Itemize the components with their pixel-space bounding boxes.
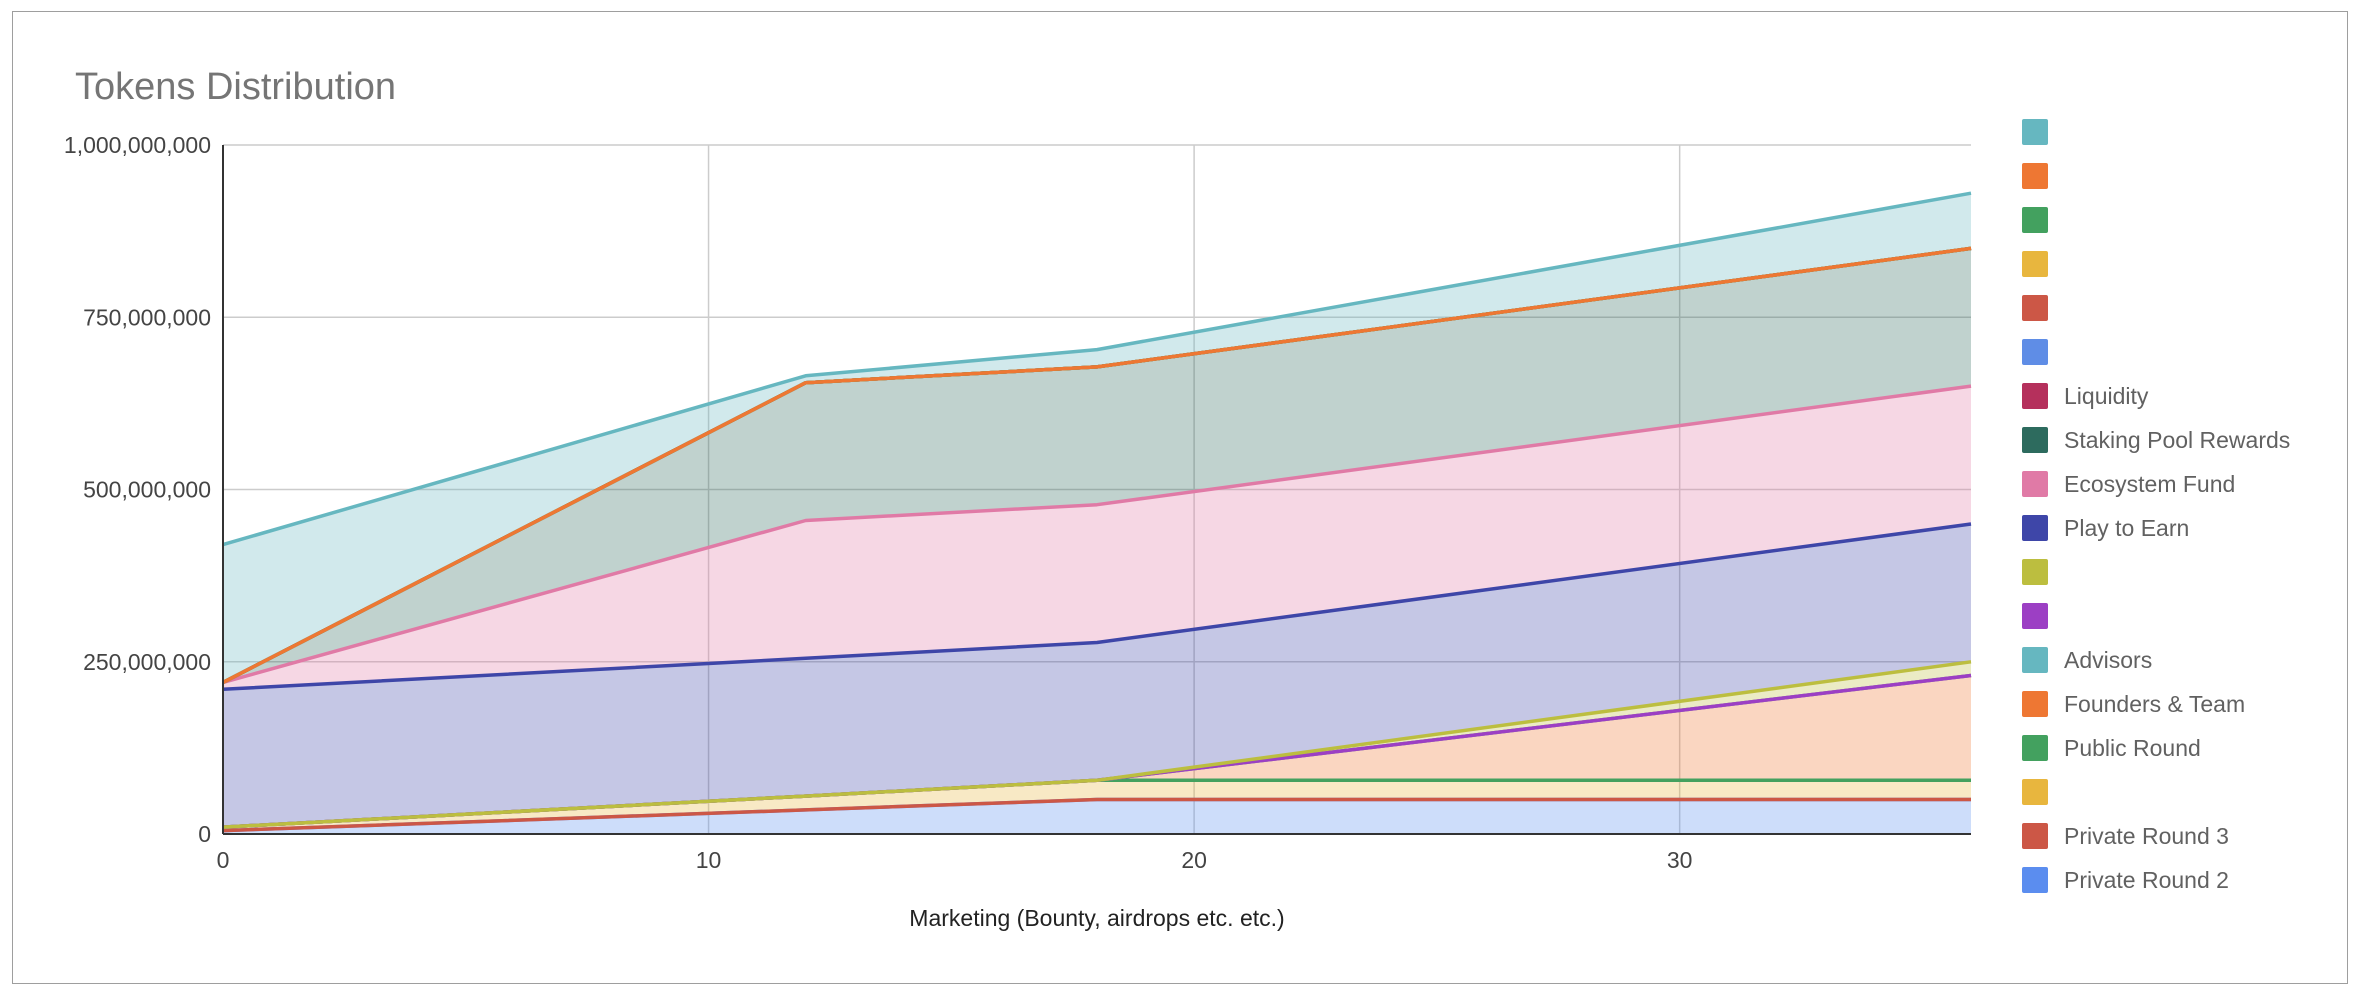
legend-swatch bbox=[2022, 427, 2048, 453]
x-tick-label: 0 bbox=[217, 847, 230, 873]
y-tick-label: 1,000,000,000 bbox=[64, 132, 211, 158]
legend-swatch bbox=[2022, 383, 2048, 409]
area-series-17 bbox=[223, 193, 1971, 683]
legend-label: Public Round bbox=[2064, 735, 2201, 761]
y-tick-label: 0 bbox=[198, 821, 211, 847]
y-tick-label: 750,000,000 bbox=[83, 304, 211, 330]
chart-title: Tokens Distribution bbox=[75, 66, 397, 108]
legend-swatch bbox=[2022, 119, 2048, 145]
legend-swatch bbox=[2022, 251, 2048, 277]
line-series-16 bbox=[222, 246, 1972, 684]
grid bbox=[223, 144, 1971, 834]
chart-frame: Tokens Distribution bbox=[12, 11, 2348, 984]
area-staking-pool-rewards bbox=[223, 248, 1971, 683]
legend-swatch bbox=[2022, 779, 2048, 805]
y-tick-label: 250,000,000 bbox=[83, 649, 211, 675]
line-ecosystem-fund bbox=[222, 384, 1972, 685]
line-series-7 bbox=[222, 660, 1972, 829]
area-play-to-earn bbox=[223, 524, 1971, 828]
line-series-17 bbox=[222, 191, 1972, 547]
legend-swatch bbox=[2022, 691, 2048, 717]
axes: 0 250,000,000 500,000,000 750,000,000 1,000,… bbox=[64, 132, 1971, 873]
legend-swatch bbox=[2022, 471, 2048, 497]
series-lines bbox=[222, 191, 1972, 833]
legend-label: Liquidity bbox=[2064, 383, 2149, 409]
x-tick-label: 20 bbox=[1181, 847, 1207, 873]
line-private-round-3 bbox=[222, 797, 1971, 833]
legend-swatch bbox=[2022, 207, 2048, 233]
legend-swatch bbox=[2022, 647, 2048, 673]
legend-label: Private Round 3 bbox=[2064, 823, 2229, 849]
x-axis-title: Marketing (Bounty, airdrops etc. etc.) bbox=[909, 905, 1284, 931]
legend-label: Founders & Team bbox=[2064, 691, 2245, 717]
legend-swatch bbox=[2022, 559, 2048, 585]
legend: Liquidity Staking Pool Rewards Ecosystem F… bbox=[2022, 119, 2290, 893]
legend-label: Ecosystem Fund bbox=[2064, 471, 2235, 497]
area-founders-team bbox=[223, 675, 1971, 828]
legend-swatch bbox=[2022, 163, 2048, 189]
legend-label: Staking Pool Rewards bbox=[2064, 427, 2290, 453]
x-tick-label: 30 bbox=[1667, 847, 1693, 873]
area-series-2 bbox=[223, 780, 1971, 831]
x-tick-label: 10 bbox=[696, 847, 722, 873]
y-tick-label: 500,000,000 bbox=[83, 477, 211, 503]
legend-label: Private Round 2 bbox=[2064, 867, 2229, 893]
legend-swatch bbox=[2022, 295, 2048, 321]
legend-swatch bbox=[2022, 515, 2048, 541]
area-private-round-2 bbox=[223, 799, 1971, 834]
legend-swatch bbox=[2022, 603, 2048, 629]
line-play-to-earn bbox=[222, 522, 1972, 692]
legend-label: Play to Earn bbox=[2064, 515, 2189, 541]
legend-swatch bbox=[2022, 339, 2048, 365]
legend-swatch bbox=[2022, 867, 2048, 893]
legend-swatch bbox=[2022, 823, 2048, 849]
legend-label: Advisors bbox=[2064, 647, 2152, 673]
area-ecosystem-fund bbox=[223, 386, 1971, 690]
stacked-areas bbox=[223, 193, 1971, 834]
legend-swatch bbox=[2022, 735, 2048, 761]
